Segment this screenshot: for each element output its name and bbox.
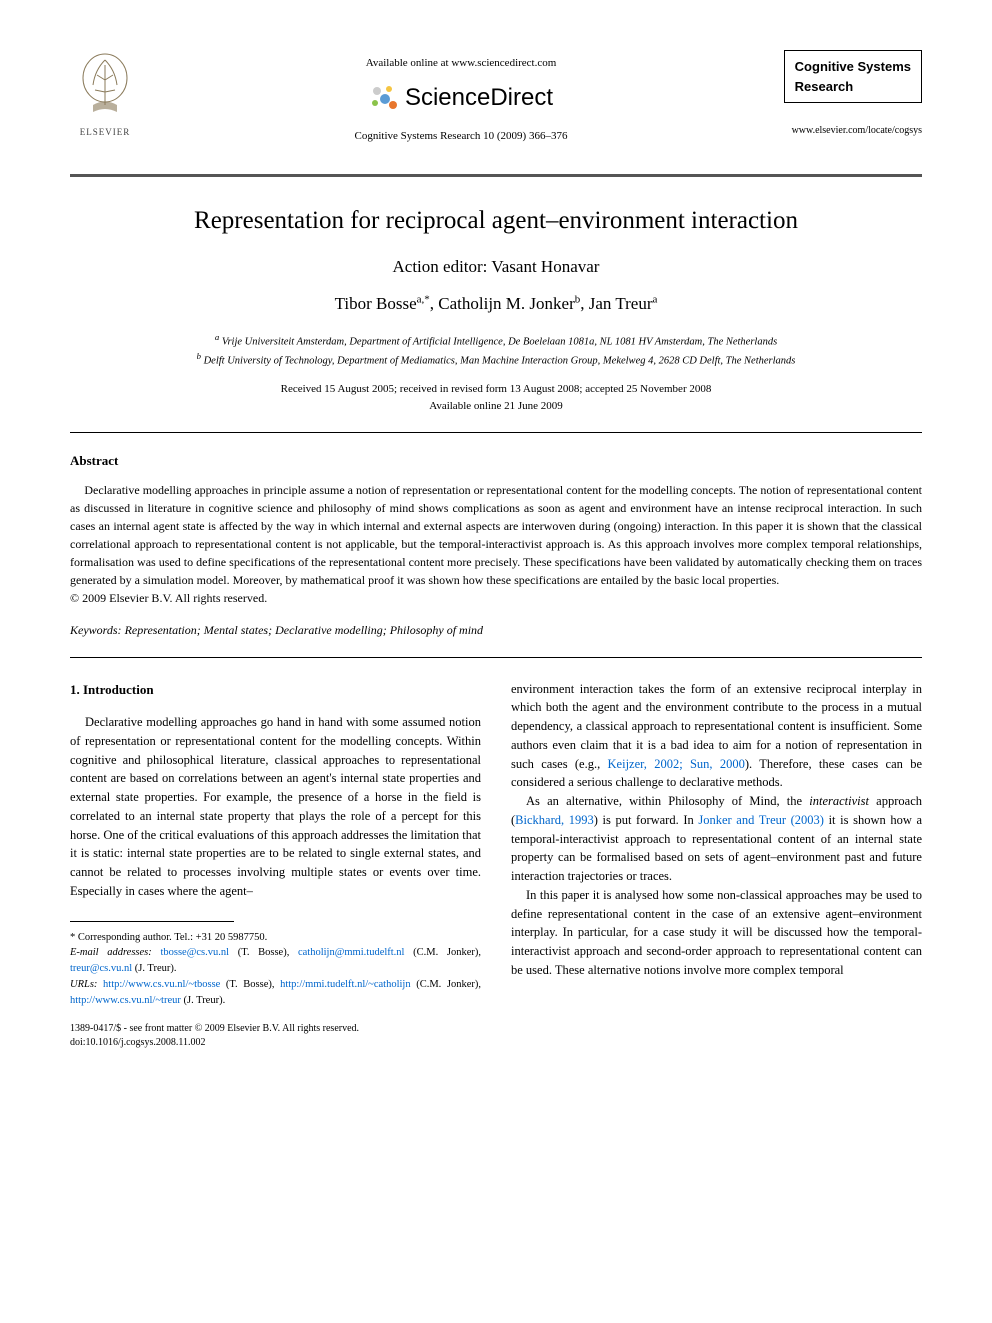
- footnote-separator: [70, 921, 234, 922]
- citation-keijzer-sun[interactable]: Keijzer, 2002; Sun, 2000: [608, 757, 745, 771]
- interactivist-em: interactivist: [809, 794, 869, 808]
- elsevier-tree-icon: [75, 50, 135, 120]
- url-2-who: (C.M. Jonker),: [411, 979, 481, 990]
- affiliations: a Vrije Universiteit Amsterdam, Departme…: [70, 331, 922, 370]
- doi: doi:10.1016/j.cogsys.2008.11.002: [70, 1036, 481, 1050]
- available-date: Available online 21 June 2009: [429, 400, 563, 412]
- rule-above-abstract: [70, 432, 922, 433]
- keywords: Keywords: Representation; Mental states;…: [70, 621, 922, 639]
- footnotes: * Corresponding author. Tel.: +31 20 598…: [70, 930, 481, 1009]
- header: ELSEVIER Available online at www.science…: [70, 50, 922, 144]
- publisher-name: ELSEVIER: [70, 126, 140, 140]
- publisher-logo: ELSEVIER: [70, 50, 140, 139]
- sciencedirect-text: ScienceDirect: [405, 80, 553, 116]
- sciencedirect-logo: ScienceDirect: [140, 80, 782, 116]
- authors: Tibor Bossea,*, Catholijn M. Jonkerb, Ja…: [70, 291, 922, 317]
- action-editor: Action editor: Vasant Honavar: [70, 254, 922, 280]
- email-3-who: (J. Treur).: [132, 963, 176, 974]
- email-3[interactable]: treur@cs.vu.nl: [70, 963, 132, 974]
- author-1-sup: a,*: [417, 293, 430, 305]
- intro-para-1: Declarative modelling approaches go hand…: [70, 713, 481, 901]
- intro-para-1-cont: environment interaction takes the form o…: [511, 680, 922, 793]
- abstract-text: Declarative modelling approaches in prin…: [70, 481, 922, 589]
- intro-para-2: As an alternative, within Philosophy of …: [511, 792, 922, 886]
- author-1: Tibor Bosse: [335, 294, 417, 313]
- url-1[interactable]: http://www.cs.vu.nl/~tbosse: [103, 979, 220, 990]
- journal-box-line2: Research: [795, 77, 911, 97]
- received-dates: Received 15 August 2005; received in rev…: [281, 383, 712, 395]
- sciencedirect-icon: [369, 83, 399, 113]
- header-right: Cognitive Systems Research www.elsevier.…: [782, 50, 922, 138]
- affiliation-b: Delft University of Technology, Departme…: [204, 355, 796, 366]
- journal-reference: Cognitive Systems Research 10 (2009) 366…: [140, 128, 782, 145]
- article-dates: Received 15 August 2005; received in rev…: [70, 381, 922, 414]
- url-3[interactable]: http://www.cs.vu.nl/~treur: [70, 995, 181, 1006]
- author-2: Catholijn M. Jonker: [438, 294, 574, 313]
- header-center: Available online at www.sciencedirect.co…: [140, 50, 782, 144]
- locate-url: www.elsevier.com/locate/cogsys: [782, 123, 922, 138]
- email-1[interactable]: tbosse@cs.vu.nl: [160, 947, 229, 958]
- url-label: URLs:: [70, 979, 97, 990]
- column-right: environment interaction takes the form o…: [511, 680, 922, 1051]
- email-1-who: (T. Bosse),: [229, 947, 298, 958]
- affiliation-a: Vrije Universiteit Amsterdam, Department…: [222, 336, 777, 347]
- copyright: © 2009 Elsevier B.V. All rights reserved…: [70, 589, 922, 607]
- front-matter: 1389-0417/$ - see front matter © 2009 El…: [70, 1022, 481, 1036]
- author-urls: URLs: http://www.cs.vu.nl/~tbosse (T. Bo…: [70, 977, 481, 1009]
- corresponding-author: * Corresponding author. Tel.: +31 20 598…: [70, 930, 481, 946]
- article-page: ELSEVIER Available online at www.science…: [0, 0, 992, 1090]
- url-1-who: (T. Bosse),: [220, 979, 280, 990]
- body-columns: 1. Introduction Declarative modelling ap…: [70, 680, 922, 1051]
- journal-title-box: Cognitive Systems Research: [784, 50, 922, 103]
- author-2-sup: b: [575, 293, 581, 305]
- article-title: Representation for reciprocal agent–envi…: [70, 202, 922, 240]
- rule-below-abstract: [70, 657, 922, 658]
- abstract-heading: Abstract: [70, 451, 922, 471]
- email-2-who: (C.M. Jonker),: [404, 947, 481, 958]
- author-3: Jan Treur: [589, 294, 653, 313]
- journal-box-line1: Cognitive Systems: [795, 57, 911, 77]
- email-addresses: E-mail addresses: tbosse@cs.vu.nl (T. Bo…: [70, 945, 481, 977]
- section-1-heading: 1. Introduction: [70, 680, 481, 700]
- column-left: 1. Introduction Declarative modelling ap…: [70, 680, 481, 1051]
- citation-jonker-treur[interactable]: Jonker and Treur (2003): [698, 813, 824, 827]
- url-2[interactable]: http://mmi.tudelft.nl/~catholijn: [280, 979, 411, 990]
- keywords-text: Representation; Mental states; Declarati…: [122, 623, 483, 637]
- citation-bickhard[interactable]: Bickhard, 1993: [515, 813, 594, 827]
- email-2[interactable]: catholijn@mmi.tudelft.nl: [298, 947, 405, 958]
- header-rule: [70, 174, 922, 177]
- intro-para-3: In this paper it is analysed how some no…: [511, 886, 922, 980]
- keywords-label: Keywords:: [70, 623, 122, 637]
- author-3-sup: a: [653, 293, 658, 305]
- email-label: E-mail addresses:: [70, 947, 152, 958]
- url-3-who: (J. Treur).: [181, 995, 225, 1006]
- available-online-text: Available online at www.sciencedirect.co…: [140, 55, 782, 72]
- doi-block: 1389-0417/$ - see front matter © 2009 El…: [70, 1022, 481, 1050]
